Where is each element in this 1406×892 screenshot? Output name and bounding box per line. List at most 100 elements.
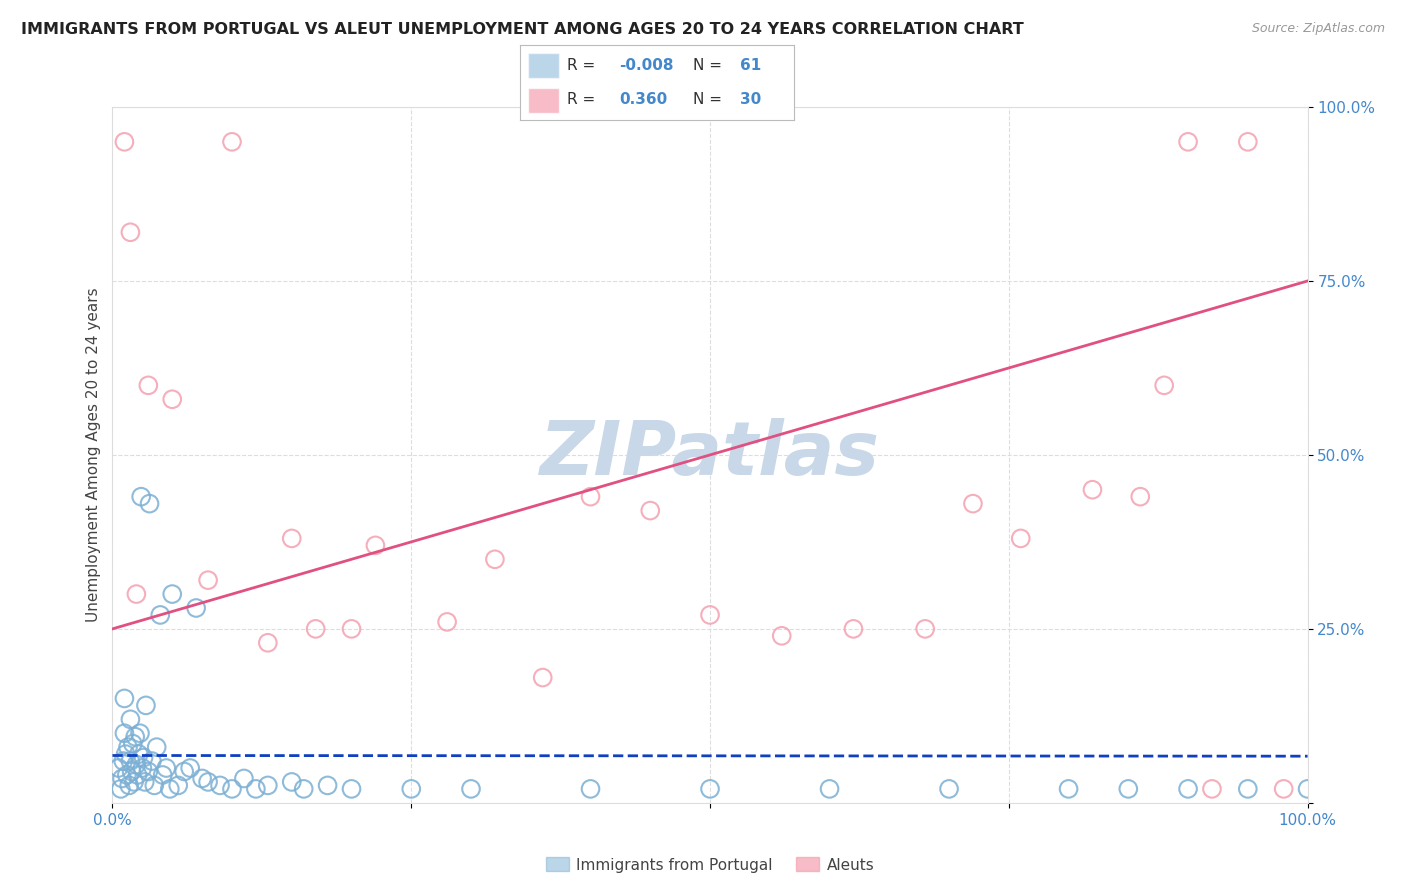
Bar (529, 53, 558, 78)
Point (125, 587, 148, 601)
Point (129, 726, 152, 740)
Text: R =: R = (567, 58, 595, 73)
Legend: Immigrants from Portugal, Aleuts: Immigrants from Portugal, Aleuts (540, 851, 880, 879)
Point (436, 615, 458, 629)
Point (197, 573, 219, 587)
Point (962, 497, 984, 511)
Point (162, 587, 183, 601)
Point (699, 781, 721, 796)
Point (124, 730, 146, 744)
Point (364, 538, 387, 552)
Point (134, 775, 156, 789)
Point (149, 607, 172, 622)
Point (120, 225, 142, 239)
Point (579, 781, 602, 796)
Point (155, 761, 177, 775)
Text: 61: 61 (740, 58, 761, 73)
Point (1081, 483, 1104, 497)
Point (1010, 532, 1032, 546)
Text: R =: R = (567, 92, 595, 107)
Point (1237, 135, 1260, 149)
Text: N =: N = (693, 92, 721, 107)
Point (292, 781, 315, 796)
Point (1177, 135, 1199, 149)
Point (114, 726, 135, 740)
Point (129, 490, 152, 504)
Point (1177, 781, 1199, 796)
Point (1237, 781, 1260, 796)
Point (340, 781, 363, 796)
Point (304, 622, 326, 636)
Point (121, 764, 143, 779)
Point (135, 698, 157, 713)
Point (938, 781, 960, 796)
Point (818, 781, 841, 796)
Point (141, 754, 163, 768)
Point (340, 622, 363, 636)
Point (460, 781, 482, 796)
Point (699, 607, 721, 622)
Point (112, 754, 135, 768)
Point (111, 772, 134, 786)
Point (121, 737, 143, 751)
Point (484, 552, 506, 566)
Text: ZIPatlas: ZIPatlas (540, 418, 880, 491)
Point (173, 764, 195, 779)
Point (281, 532, 304, 546)
Point (1153, 378, 1175, 392)
Point (186, 601, 208, 615)
Point (114, 135, 135, 149)
Text: N =: N = (693, 58, 721, 73)
Point (167, 778, 190, 792)
Text: -0.008: -0.008 (619, 58, 673, 73)
Point (257, 636, 280, 650)
Point (143, 778, 166, 792)
Text: 30: 30 (740, 92, 761, 107)
Point (257, 778, 280, 792)
Point (208, 778, 231, 792)
Point (191, 772, 214, 786)
Point (114, 691, 135, 706)
Text: 0.360: 0.360 (619, 92, 668, 107)
Point (1296, 781, 1319, 796)
Point (842, 622, 865, 636)
Point (120, 754, 142, 768)
Point (579, 490, 602, 504)
Point (110, 781, 132, 796)
Point (638, 503, 662, 517)
Text: IMMIGRANTS FROM PORTUGAL VS ALEUT UNEMPLOYMENT AMONG AGES 20 TO 24 YEARS CORRELA: IMMIGRANTS FROM PORTUGAL VS ALEUT UNEMPL… (21, 22, 1024, 37)
Point (122, 775, 145, 789)
Point (1129, 490, 1152, 504)
Point (128, 747, 150, 761)
Point (770, 629, 793, 643)
Point (531, 671, 554, 685)
Point (401, 781, 423, 796)
Point (138, 378, 160, 392)
Point (117, 740, 139, 755)
Y-axis label: Unemployment Among Ages 20 to 24 years: Unemployment Among Ages 20 to 24 years (86, 287, 101, 623)
Point (127, 768, 149, 782)
Point (125, 757, 148, 772)
Point (118, 778, 141, 792)
Point (914, 622, 936, 636)
Point (107, 761, 129, 775)
Point (221, 781, 243, 796)
Point (316, 778, 339, 792)
Point (159, 781, 181, 796)
Point (245, 781, 267, 796)
Point (162, 392, 183, 407)
Text: Source: ZipAtlas.com: Source: ZipAtlas.com (1251, 22, 1385, 36)
Point (1272, 781, 1295, 796)
Point (145, 740, 167, 755)
Point (281, 775, 304, 789)
Point (138, 764, 160, 779)
Point (131, 761, 153, 775)
Point (1116, 781, 1139, 796)
Point (221, 135, 243, 149)
Point (152, 768, 174, 782)
Point (114, 747, 136, 761)
Point (179, 761, 201, 775)
Point (1201, 781, 1223, 796)
Point (197, 775, 219, 789)
Point (120, 712, 142, 726)
